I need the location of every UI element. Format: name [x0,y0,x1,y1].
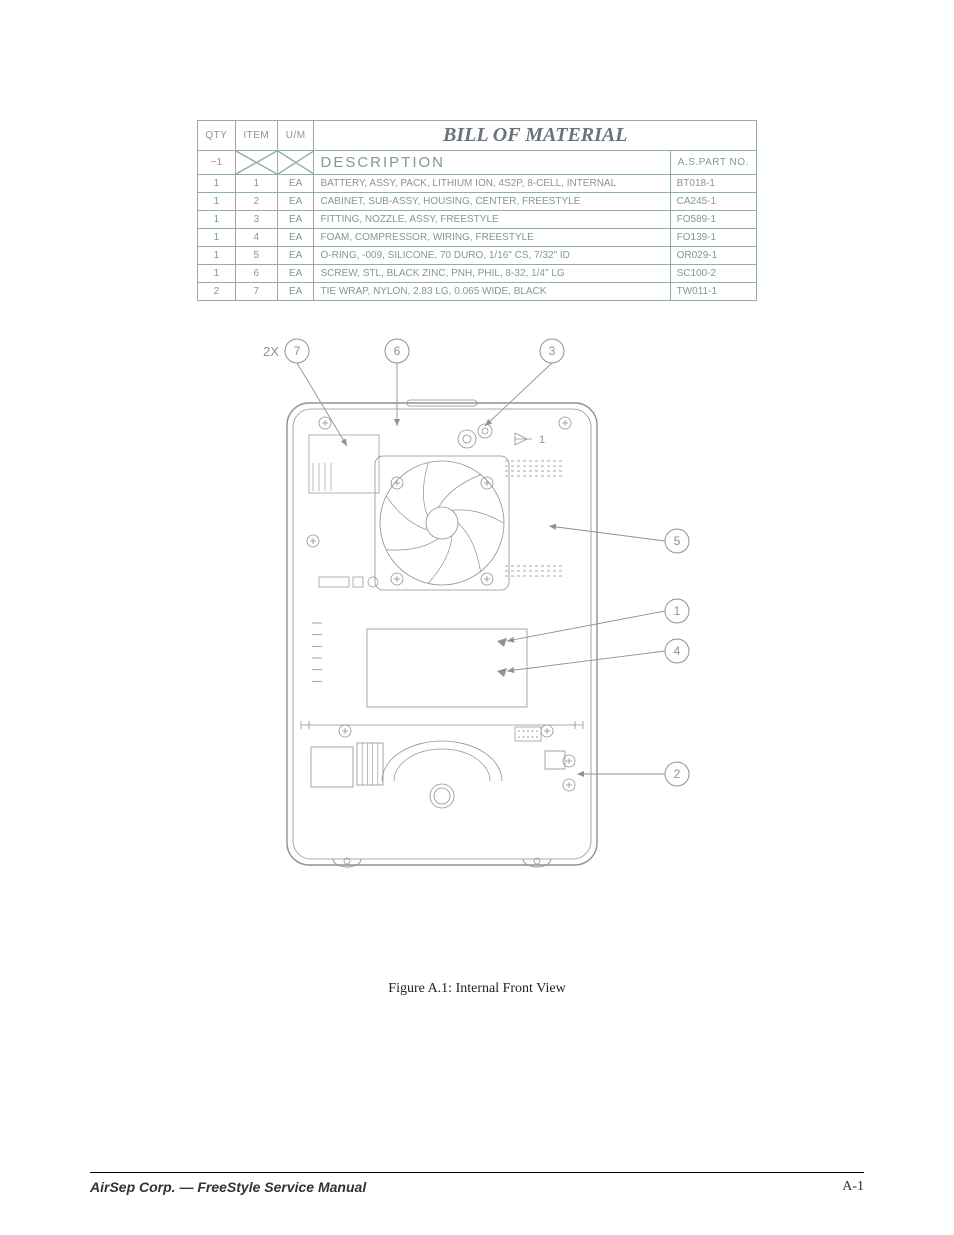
cell-part: FO139-1 [670,229,756,247]
cell-qty: 1 [198,265,236,283]
cell-qty: 1 [198,175,236,193]
cell-part: BT018-1 [670,175,756,193]
table-row: 14EAFOAM, COMPRESSOR, WIRING, FREESTYLEF… [198,229,757,247]
cell-desc: TIE WRAP, NYLON, 2.83 LG, 0.065 WIDE, BL… [314,283,670,301]
cell-item: 1 [235,175,277,193]
cell-desc: CABINET, SUB-ASSY, HOUSING, CENTER, FREE… [314,193,670,211]
table-row: 13EAFITTING, NOZZLE, ASSY, FREESTYLEFO58… [198,211,757,229]
table-row: 15EAO-RING, -009, SILICONE, 70 DURO, 1/1… [198,247,757,265]
cell-um: EA [277,211,314,229]
col-item: ITEM [235,121,277,151]
cell-qty: 1 [198,229,236,247]
cell-part: CA245-1 [670,193,756,211]
cell-qty: 1 [198,247,236,265]
cell-item: 4 [235,229,277,247]
figure-caption: Figure A.1: Internal Front View [90,981,864,997]
svg-text:3: 3 [549,344,556,358]
cell-um: EA [277,175,314,193]
cell-um: EA [277,229,314,247]
cell-um: EA [277,265,314,283]
cell-um: EA [277,283,314,301]
dash-qty: −1 [198,151,236,175]
cell-desc: SCREW, STL, BLACK ZINC, PNH, PHIL, 8-32,… [314,265,670,283]
cell-qty: 1 [198,211,236,229]
dash-um-x [277,151,314,175]
cell-qty: 1 [198,193,236,211]
cell-desc: BATTERY, ASSY, PACK, LITHIUM ION, 4S2P, … [314,175,670,193]
cell-part: TW011-1 [670,283,756,301]
table-row: 12EACABINET, SUB-ASSY, HOUSING, CENTER, … [198,193,757,211]
page-footer: AirSep Corp. — FreeStyle Service Manual … [90,1172,864,1195]
cell-qty: 2 [198,283,236,301]
table-row: 27EATIE WRAP, NYLON, 2.83 LG, 0.065 WIDE… [198,283,757,301]
diagram-svg: 1 2X 7 6 3 5 1 4 2 [197,331,757,891]
svg-text:1: 1 [674,604,681,618]
footer-right: A-1 [842,1179,864,1195]
col-qty: QTY [198,121,236,151]
table-row: 16EASCREW, STL, BLACK ZINC, PNH, PHIL, 8… [198,265,757,283]
cell-item: 6 [235,265,277,283]
cell-um: EA [277,247,314,265]
col-um: U/M [277,121,314,151]
svg-text:2X: 2X [263,344,279,359]
cell-item: 3 [235,211,277,229]
cell-um: EA [277,193,314,211]
svg-text:5: 5 [674,534,681,548]
cell-item: 5 [235,247,277,265]
svg-text:1: 1 [539,434,545,446]
col-part: A.S.PART NO. [670,151,756,175]
cell-desc: FITTING, NOZZLE, ASSY, FREESTYLE [314,211,670,229]
cell-desc: FOAM, COMPRESSOR, WIRING, FREESTYLE [314,229,670,247]
bom-table: QTY ITEM U/M BILL OF MATERIAL −1 DESCRIP… [197,120,757,301]
bom-title: BILL OF MATERIAL [314,121,757,151]
svg-text:6: 6 [394,344,401,358]
table-row: 11EABATTERY, ASSY, PACK, LITHIUM ION, 4S… [198,175,757,193]
cell-item: 2 [235,193,277,211]
cell-part: SC100-2 [670,265,756,283]
cell-part: OR029-1 [670,247,756,265]
svg-text:2: 2 [674,767,681,781]
svg-text:7: 7 [294,344,301,358]
cell-part: FO589-1 [670,211,756,229]
footer-left: AirSep Corp. — FreeStyle Service Manual [90,1179,366,1195]
dash-item-x [235,151,277,175]
cell-item: 7 [235,283,277,301]
cell-desc: O-RING, -009, SILICONE, 70 DURO, 1/16" C… [314,247,670,265]
exploded-diagram: 1 2X 7 6 3 5 1 4 2 [197,331,757,891]
col-desc: DESCRIPTION [314,151,670,175]
svg-text:4: 4 [674,644,681,658]
